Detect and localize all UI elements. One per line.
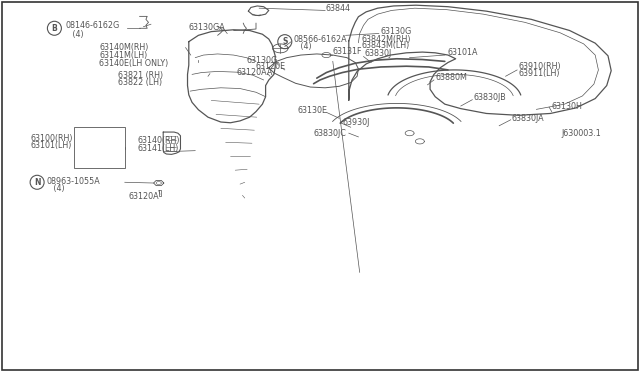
Text: 63120E: 63120E bbox=[256, 62, 286, 71]
Text: 63844: 63844 bbox=[325, 4, 350, 13]
Text: B: B bbox=[52, 24, 57, 33]
Text: 63130E: 63130E bbox=[298, 106, 328, 115]
Text: 63101A: 63101A bbox=[448, 48, 479, 57]
Text: 63830J: 63830J bbox=[365, 49, 392, 58]
Text: 63130G: 63130G bbox=[246, 56, 278, 65]
Text: 63830JB: 63830JB bbox=[474, 93, 506, 102]
Text: 63120A: 63120A bbox=[128, 192, 159, 201]
Text: 63130GA: 63130GA bbox=[189, 23, 225, 32]
Text: 63140E(LH ONLY): 63140E(LH ONLY) bbox=[99, 60, 168, 68]
Text: 63842M(RH): 63842M(RH) bbox=[362, 35, 411, 44]
Text: 63822 (LH): 63822 (LH) bbox=[118, 78, 163, 87]
Text: (4): (4) bbox=[65, 31, 84, 39]
Text: N: N bbox=[34, 178, 40, 187]
Text: 63120AA: 63120AA bbox=[237, 68, 273, 77]
Text: 63141M(LH): 63141M(LH) bbox=[99, 51, 147, 60]
Text: 63843M(LH): 63843M(LH) bbox=[362, 41, 410, 50]
Text: 63830JC: 63830JC bbox=[314, 129, 346, 138]
Text: 63130H: 63130H bbox=[552, 102, 582, 110]
Bar bbox=[74, 127, 125, 168]
Text: 63880M: 63880M bbox=[435, 73, 467, 82]
Text: 08566-6162A: 08566-6162A bbox=[293, 35, 347, 44]
Text: 63130G: 63130G bbox=[381, 27, 412, 36]
Text: S: S bbox=[282, 37, 287, 46]
Text: 63140M(RH): 63140M(RH) bbox=[99, 43, 148, 52]
Text: (4): (4) bbox=[293, 42, 312, 51]
Text: 08146-6162G: 08146-6162G bbox=[65, 21, 120, 30]
Text: 63140(RH): 63140(RH) bbox=[138, 136, 180, 145]
Text: 08963-1055A: 08963-1055A bbox=[46, 177, 100, 186]
Text: 63930J: 63930J bbox=[342, 118, 370, 126]
Text: (4): (4) bbox=[46, 185, 65, 193]
Text: 63101(LH): 63101(LH) bbox=[31, 141, 72, 150]
Text: 63141(LH): 63141(LH) bbox=[138, 144, 179, 153]
Text: 63100(RH): 63100(RH) bbox=[31, 134, 73, 143]
Text: 63910(RH): 63910(RH) bbox=[518, 62, 561, 71]
Text: 63830JA: 63830JA bbox=[512, 114, 545, 123]
Text: 63131F: 63131F bbox=[333, 47, 362, 56]
Text: 63821 (RH): 63821 (RH) bbox=[118, 71, 164, 80]
Text: 63911(LH): 63911(LH) bbox=[518, 69, 560, 78]
Text: J630003.1: J630003.1 bbox=[562, 129, 602, 138]
